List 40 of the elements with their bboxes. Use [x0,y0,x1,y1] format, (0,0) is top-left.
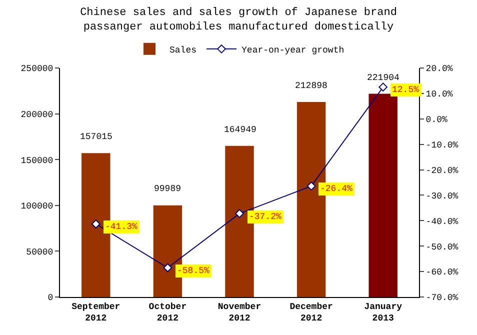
data-label: 212898 [295,81,328,91]
x-tick-label: November 2012 [218,302,262,324]
y2-tick-label: -50.0% [426,242,459,252]
data-label: -58.5% [177,266,210,276]
point [163,263,172,272]
y-tick-label: 250000 [20,64,54,74]
data-label: -41.3% [105,222,138,232]
data-label: 164949 [224,125,256,135]
point [92,220,100,228]
y2-tick-label: -40.0% [426,216,459,227]
data-label: 99989 [154,184,182,194]
data-label: -26.4% [320,184,354,194]
y2-tick-label: -10.0% [426,140,459,150]
y2-tick-label: 10.0% [426,90,454,100]
data-label: -37.2% [249,212,282,222]
x-tick-label: December 2012 [290,302,333,324]
point [378,82,388,92]
data-label: 221904 [367,73,400,83]
y-tick-label: 0 [48,293,54,304]
y2-tick-label: -60.0% [426,268,459,278]
point [235,209,244,218]
point [306,182,316,190]
legend-label: Year-on-year growth [242,45,344,56]
y2-tick-label: -70.0% [426,293,459,304]
chart-title: Chinese sales and sales growth of Japanese brand passanger automobiles manufactured domestically [80,7,397,34]
y2-tick-label: 20.0% [426,64,454,74]
x-tick-label: September 2012 [72,302,120,324]
bar [368,94,398,297]
y2-tick-label: -30.0% [426,191,459,202]
y2-tick-label: -20.0% [426,166,459,176]
x-tick-label: October 2012 [148,302,187,324]
y-tick-label: 100000 [20,202,54,212]
y-tick-label: 150000 [20,156,54,166]
data-label: 12.5% [392,85,420,95]
y-tick-label: 50000 [26,247,54,258]
y2-tick-label: 0.0% [426,115,448,126]
y-tick-label: 200000 [20,110,54,120]
data-label: 157015 [80,132,112,142]
legend-label: Sales [170,45,197,56]
x-tick-label: January 2013 [364,302,403,324]
